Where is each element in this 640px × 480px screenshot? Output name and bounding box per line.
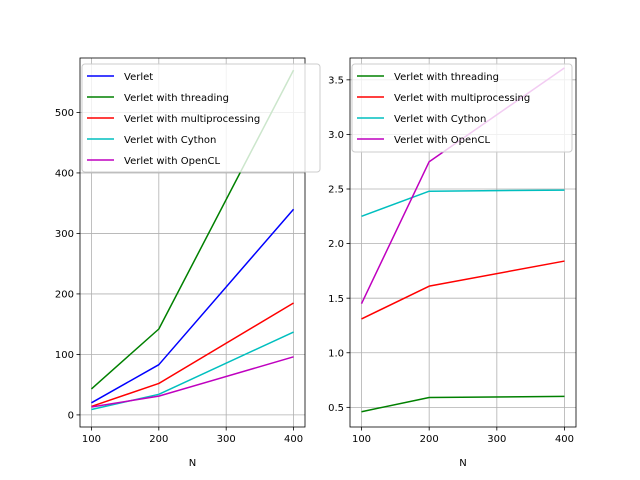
legend-label-1: Verlet with multiprocessing bbox=[394, 93, 530, 104]
legend-label-2: Verlet with multiprocessing bbox=[124, 114, 260, 125]
legend-label-1: Verlet with threading bbox=[124, 93, 229, 104]
series-line-2 bbox=[361, 189, 565, 218]
legend bbox=[81, 63, 321, 173]
y-tick-label: 100 bbox=[55, 350, 74, 361]
series-line-1 bbox=[361, 260, 565, 320]
y-tick-label: 300 bbox=[55, 229, 74, 240]
x-tick-label: 300 bbox=[487, 434, 506, 445]
series-line-0 bbox=[91, 208, 295, 404]
legend-label-0: Verlet bbox=[124, 72, 153, 83]
legend bbox=[351, 63, 573, 153]
y-tick-label: 2.0 bbox=[328, 239, 344, 250]
y-tick-label: 1.0 bbox=[328, 348, 344, 359]
legend-label-0: Verlet with threading bbox=[394, 72, 499, 83]
y-tick-label: 500 bbox=[55, 108, 74, 119]
x-tick-label: 100 bbox=[352, 434, 371, 445]
x-tick-label: 400 bbox=[284, 434, 303, 445]
x-axis-label: N bbox=[459, 458, 466, 469]
x-tick-label: 100 bbox=[82, 434, 101, 445]
series-line-4 bbox=[91, 356, 294, 408]
series-line-0 bbox=[361, 395, 565, 413]
y-tick-label: 0 bbox=[68, 411, 74, 422]
legend-label-3: Verlet with Cython bbox=[124, 135, 216, 146]
y-tick-label: 1.5 bbox=[328, 294, 344, 305]
legend-label-4: Verlet with OpenCL bbox=[124, 156, 220, 167]
chart-right: 100 200 300 400 0.5 1.0 1.5 2.0 2.5 3.0 3.5 N Verlet… bbox=[328, 57, 577, 469]
legend-label-2: Verlet with Cython bbox=[394, 114, 486, 125]
y-tick-label: 200 bbox=[55, 290, 74, 301]
series-line-2 bbox=[91, 302, 294, 408]
legend-label-3: Verlet with OpenCL bbox=[394, 135, 490, 146]
x-axis-label: N bbox=[189, 458, 196, 469]
axes-frame bbox=[79, 57, 306, 428]
y-tick-label: 3.5 bbox=[328, 75, 344, 86]
axes-frame bbox=[349, 57, 577, 428]
y-tick-label: 400 bbox=[55, 169, 74, 180]
y-tick-label: 0.5 bbox=[328, 403, 344, 414]
x-tick-label: 200 bbox=[420, 434, 439, 445]
x-tick-label: 300 bbox=[217, 434, 236, 445]
x-tick-label: 200 bbox=[149, 434, 168, 445]
series-line-3 bbox=[91, 331, 294, 411]
chart-left: 100 200 300 400 0 100 200 300 400 500 N Verlet Verle… bbox=[55, 57, 321, 469]
y-tick-label: 3.0 bbox=[328, 130, 344, 141]
x-tick-label: 400 bbox=[555, 434, 574, 445]
y-tick-label: 2.5 bbox=[328, 185, 344, 196]
